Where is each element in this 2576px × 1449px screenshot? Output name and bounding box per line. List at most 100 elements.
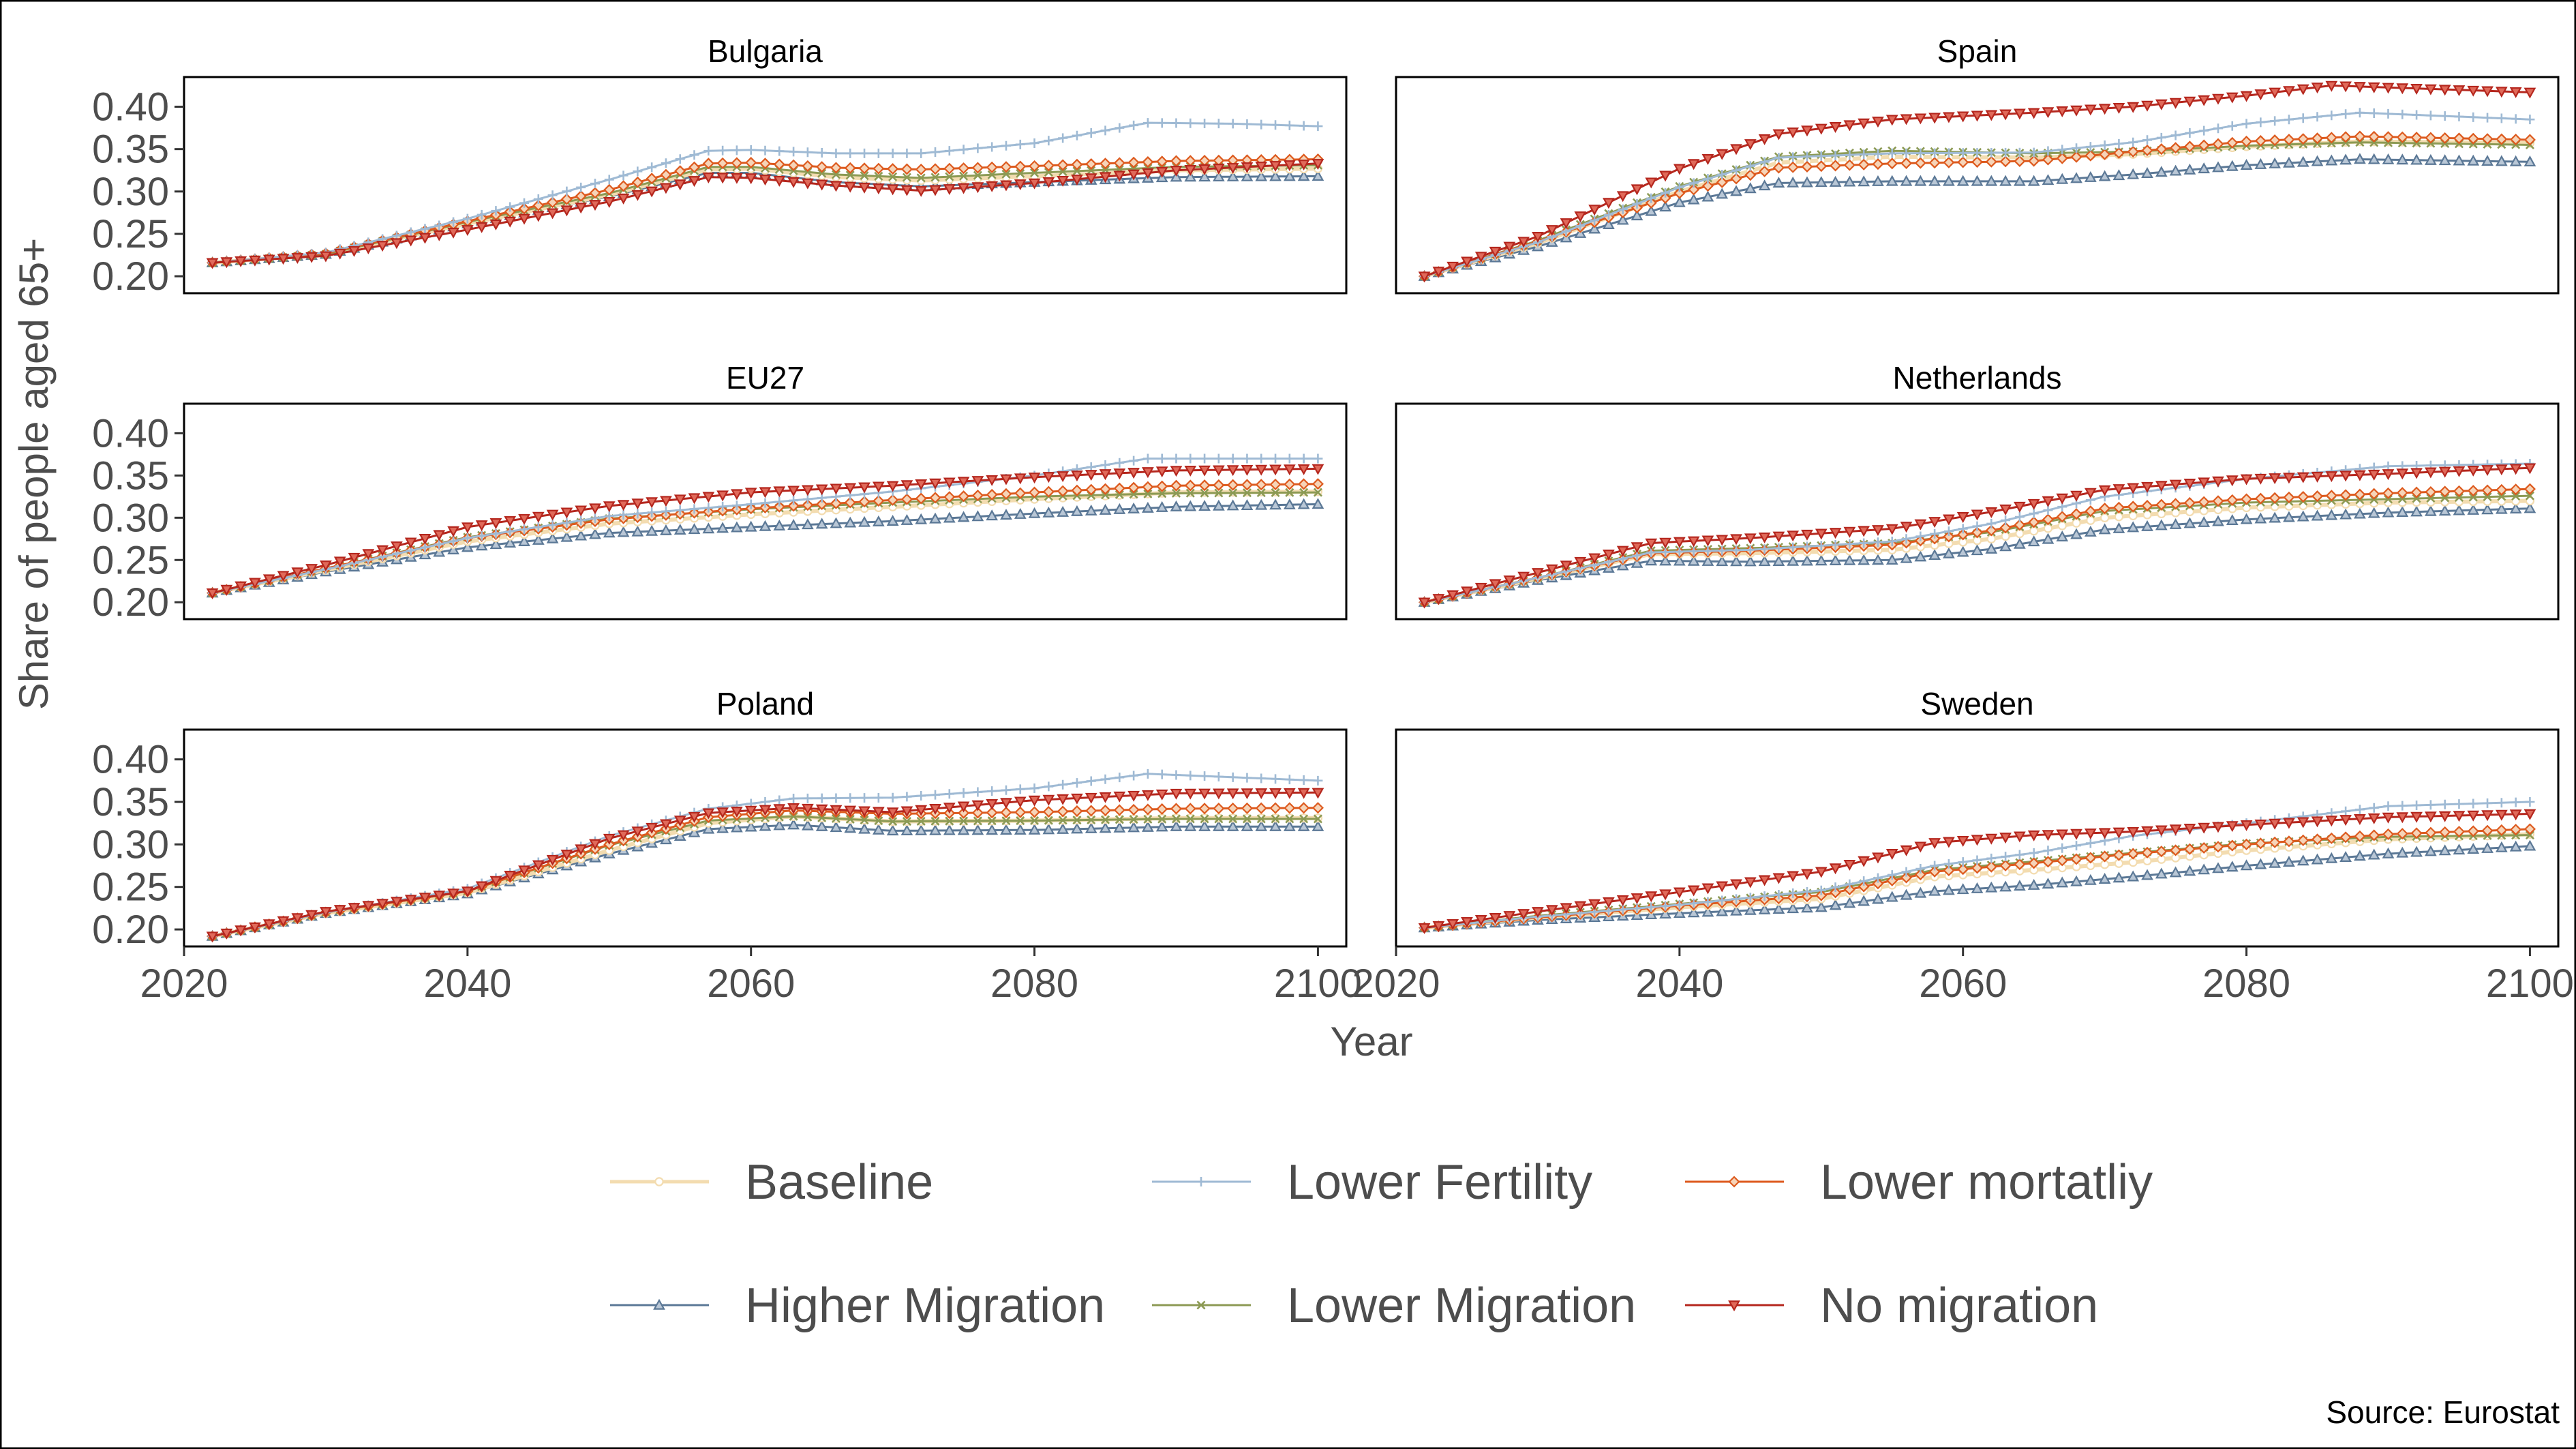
point-lower-mortatliy <box>2155 846 2168 858</box>
point-no-migration <box>2254 819 2267 831</box>
point-higher-migration <box>1155 501 1168 512</box>
point-higher-migration <box>2183 163 2196 175</box>
point-no-migration <box>2425 467 2437 479</box>
point-lower-migration <box>1129 490 1138 499</box>
point-lower-mortatliy <box>2382 131 2395 143</box>
point-higher-migration <box>1772 902 1785 914</box>
point-higher-migration <box>716 522 729 533</box>
point-lower-fertility <box>1299 121 1309 131</box>
point-no-migration <box>943 184 956 196</box>
point-no-migration <box>1885 115 1898 126</box>
point-no-migration <box>1213 788 1225 800</box>
point-no-migration <box>702 808 715 820</box>
point-lower-mortatliy <box>2028 155 2040 167</box>
point-no-migration <box>603 197 616 209</box>
point-lower-mortatliy <box>1985 524 1997 537</box>
point-lower-mortatliy <box>1113 482 1125 494</box>
panel-title-bulgaria: Bulgaria <box>708 33 823 69</box>
x-tick-label: 2060 <box>707 961 795 1006</box>
point-no-migration <box>589 200 601 211</box>
point-lower-mortatliy <box>1241 802 1254 814</box>
point-no-migration <box>1184 465 1197 477</box>
point-no-migration <box>2438 466 2451 478</box>
point-higher-migration <box>2481 503 2494 515</box>
point-no-migration <box>1283 788 1296 799</box>
point-lower-mortatliy <box>2410 486 2423 498</box>
point-lower-mortatliy <box>1688 183 1700 196</box>
point-no-migration <box>1971 509 1984 521</box>
point-higher-migration <box>2354 153 2366 164</box>
point-lower-migration <box>1001 169 1011 179</box>
point-lower-mortatliy <box>1156 480 1168 492</box>
point-higher-migration <box>2014 175 2026 186</box>
point-higher-migration <box>1241 499 1254 511</box>
point-higher-migration <box>2396 846 2409 858</box>
point-no-migration <box>957 183 970 194</box>
point-lower-migration <box>945 816 954 826</box>
point-lower-mortatliy <box>2056 152 2068 164</box>
point-no-migration <box>1985 833 1998 845</box>
point-lower-mortatliy <box>943 162 956 175</box>
point-lower-fertility <box>1284 120 1294 130</box>
legend-item-baseline: Baseline <box>610 1155 933 1210</box>
point-lower-fertility <box>1972 855 1982 865</box>
point-lower-mortatliy <box>1227 802 1239 815</box>
point-higher-migration <box>631 525 644 537</box>
point-no-migration <box>1631 184 1643 196</box>
point-lower-fertility <box>1958 857 1968 867</box>
point-no-migration <box>731 489 743 501</box>
point-lower-fertility <box>1859 149 1869 160</box>
panel-frame-bulgaria <box>183 76 1348 295</box>
point-higher-migration <box>787 818 800 830</box>
point-higher-migration <box>2297 854 2309 866</box>
point-lower-migration <box>1087 166 1096 175</box>
point-no-migration <box>915 479 928 490</box>
point-lower-mortatliy <box>1928 157 1941 169</box>
point-higher-migration <box>971 510 984 522</box>
point-lower-migration <box>2525 491 2534 501</box>
point-lower-fertility <box>2227 121 2237 131</box>
point-lower-mortatliy <box>631 176 643 188</box>
point-lower-fertility <box>1313 775 1323 786</box>
point-no-migration <box>489 219 502 230</box>
point-no-migration <box>206 258 219 269</box>
point-higher-migration <box>1772 177 1785 188</box>
point-lower-fertility <box>2114 138 2124 149</box>
point-higher-migration <box>1603 218 1615 230</box>
point-higher-migration <box>716 822 729 833</box>
y-tick-label: 0.35 <box>92 453 169 498</box>
point-lower-fertility <box>1703 897 1713 907</box>
point-lower-mortatliy <box>2297 834 2309 846</box>
point-lower-fertility <box>449 536 459 546</box>
point-no-migration <box>433 530 446 541</box>
point-lower-mortatliy <box>830 497 843 509</box>
point-higher-migration <box>2112 871 2125 883</box>
point-lower-fertility <box>491 206 501 216</box>
point-lower-fertility <box>1213 119 1224 129</box>
point-higher-migration <box>1758 903 1771 914</box>
point-higher-migration <box>872 823 885 835</box>
legend-label-lower-fertility: Lower Fertility <box>1287 1155 1592 1210</box>
point-no-migration <box>858 806 870 818</box>
point-higher-migration <box>1028 823 1041 835</box>
point-higher-migration <box>2367 848 2380 860</box>
point-lower-fertility <box>944 146 954 156</box>
point-no-migration <box>815 484 828 496</box>
point-higher-migration <box>1914 886 1927 898</box>
point-lower-mortatliy <box>2056 854 2068 867</box>
point-no-migration <box>1432 267 1445 278</box>
point-lower-mortatliy <box>1914 157 1926 169</box>
point-lower-mortatliy <box>986 807 998 819</box>
point-no-migration <box>744 173 757 185</box>
point-higher-migration <box>2169 164 2182 176</box>
point-lower-fertility <box>547 520 558 530</box>
point-no-migration <box>2027 108 2040 119</box>
point-higher-migration <box>1687 554 1700 566</box>
point-lower-mortatliy <box>1744 169 1757 181</box>
point-higher-migration <box>1588 222 1601 234</box>
point-no-migration <box>2325 471 2338 483</box>
point-higher-migration <box>1943 547 1955 558</box>
point-higher-migration <box>2269 856 2282 868</box>
point-lower-fertility <box>789 794 799 804</box>
